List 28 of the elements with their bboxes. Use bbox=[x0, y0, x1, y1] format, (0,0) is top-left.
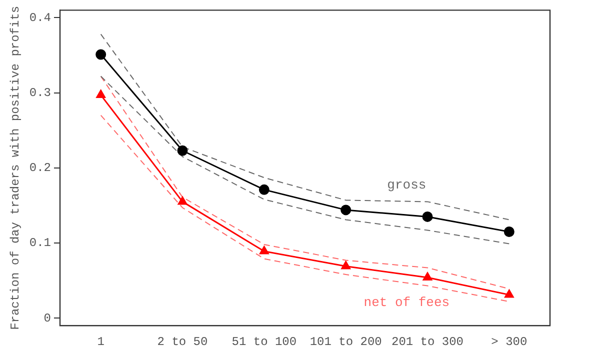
y-tick-label: 0.4 bbox=[29, 10, 52, 25]
point bbox=[340, 204, 352, 216]
y-tick-label: 0.1 bbox=[29, 236, 52, 250]
point bbox=[96, 49, 106, 60]
point bbox=[178, 196, 188, 205]
point bbox=[177, 145, 188, 156]
y-tick-label: 0.3 bbox=[29, 86, 52, 100]
point bbox=[422, 272, 432, 281]
y-tick-label: 0.2 bbox=[29, 161, 52, 176]
x-tick-label: 1 bbox=[97, 334, 104, 349]
point bbox=[504, 290, 514, 298]
x-tick-label: 101 to 200 bbox=[310, 334, 382, 349]
y-axis-title: Fraction of day traders with positive profits bbox=[8, 6, 22, 330]
point bbox=[96, 90, 106, 98]
point bbox=[422, 211, 433, 222]
x-tick-label: > 300 bbox=[491, 334, 528, 349]
point bbox=[258, 184, 270, 195]
point bbox=[260, 246, 269, 254]
point bbox=[341, 261, 350, 270]
x-tick-label: 51 to 100 bbox=[232, 334, 297, 349]
line-series bbox=[100, 76, 510, 244]
line-series bbox=[100, 34, 510, 220]
x-tick-label: 201 to 300 bbox=[391, 334, 464, 349]
y-tick-label: 0 bbox=[44, 311, 52, 326]
point bbox=[504, 226, 514, 237]
series-label: net of fees bbox=[364, 294, 450, 310]
series-label: gross bbox=[387, 177, 426, 192]
x-tick-label: 2 to 50 bbox=[157, 334, 208, 349]
